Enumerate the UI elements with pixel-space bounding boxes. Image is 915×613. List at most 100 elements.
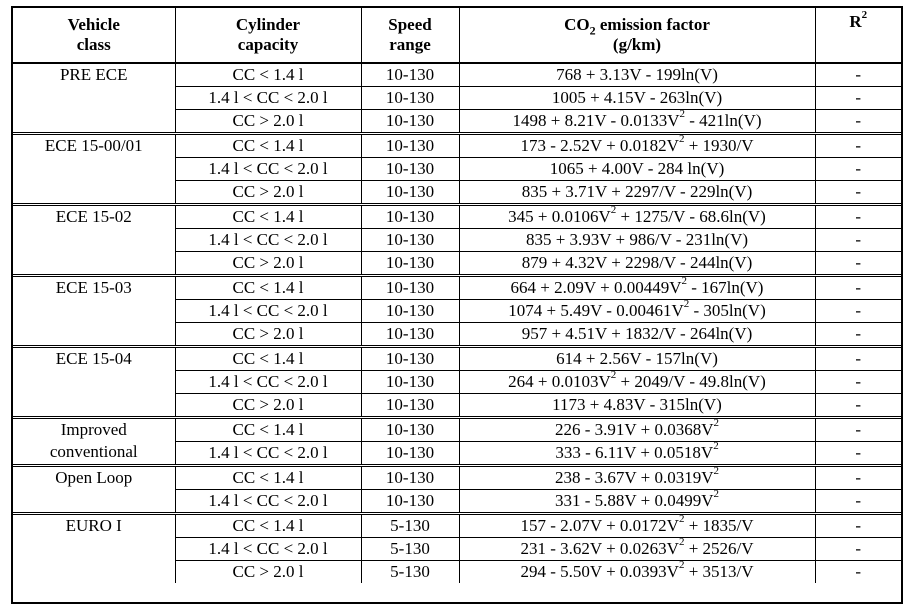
table-row: ECE 15-03 CC < 1.4 l 10-130 664 + 2.09V + 0…	[13, 274, 901, 347]
speed-range-cell: 10-130	[360, 489, 459, 514]
emission-formula-cell: 238 - 3.67V + 0.0319V2	[458, 464, 815, 490]
emission-formula-cell: 331 - 5.88V + 0.0499V2	[458, 488, 815, 514]
emission-formula-cell: 226 - 3.91V + 0.0368V2	[458, 416, 815, 442]
r-squared-cell: -	[814, 537, 901, 561]
formula-exponent: 2	[678, 559, 685, 572]
formula-part: 333 - 6.11V + 0.0518V	[555, 443, 714, 462]
formula-part: 238 - 3.67V + 0.0319V	[555, 468, 714, 487]
speed-range-cell: 10-130	[360, 109, 459, 134]
cylinder-capacity-cell: 1.4 l < CC < 2.0 l	[174, 86, 361, 110]
table-row: 1.4 l < CC < 2.0 l 10-130 331 - 5.88V + 0.…	[13, 488, 901, 514]
emission-formula-cell: 157 - 2.07V + 0.0172V2 + 1835/V	[458, 512, 815, 538]
table-row: 1.4 l < CC < 2.0 l 10-130 1074 + 5.49V - 0…	[13, 299, 901, 323]
emission-formula-cell: 345 + 0.0106V2 + 1275/V - 68.6ln(V)	[458, 203, 815, 229]
formula-part: - 305ln(V)	[689, 301, 766, 320]
cylinder-capacity-cell: 1.4 l < CC < 2.0 l	[174, 228, 361, 252]
table-row: CC > 2.0 l 10-130 1173 + 4.83V - 315ln(V) -	[13, 393, 901, 418]
emission-formula-cell: 835 + 3.71V + 2297/V - 229ln(V)	[458, 180, 815, 205]
formula-exponent: 2	[610, 369, 617, 382]
emission-factor-table-frame: Vehicle class Cylinder capacity Speed range…	[11, 6, 903, 604]
formula-part: 664 + 2.09V + 0.00449V	[510, 278, 682, 297]
formula-part: - 167ln(V)	[686, 278, 764, 297]
table-row: PRE ECE CC < 1.4 l 10-130 768 + 3.13V - 199…	[13, 63, 901, 87]
speed-range-cell: 10-130	[360, 416, 459, 442]
r-squared-cell: -	[814, 203, 901, 229]
speed-range-cell: 10-130	[360, 180, 459, 205]
cylinder-capacity-cell: CC > 2.0 l	[174, 560, 361, 583]
cylinder-capacity-cell: 1.4 l < CC < 2.0 l	[174, 489, 361, 514]
table-row: 1.4 l < CC < 2.0 l 10-130 264 + 0.0103V2 +…	[13, 369, 901, 394]
speed-range-cell: 5-130	[360, 560, 459, 583]
header-vehicle-class: Vehicle class	[13, 8, 175, 64]
r-squared-cell: -	[814, 489, 901, 514]
table-row: CC > 2.0 l 10-130 1498 + 8.21V - 0.0133V2 …	[13, 109, 901, 134]
table-row: CC > 2.0 l 10-130 957 + 4.51V + 1832/V - 2…	[13, 322, 901, 347]
header-co2-emission-factor: CO2 emission factor (g/km)	[458, 8, 815, 64]
r-squared-cell: -	[814, 251, 901, 276]
cylinder-capacity-cell: CC < 1.4 l	[174, 274, 361, 300]
r-squared-cell: -	[814, 441, 901, 466]
formula-part: 331 - 5.88V + 0.0499V	[555, 491, 714, 510]
formula-part: 614 + 2.56V - 157ln(V)	[556, 349, 718, 368]
speed-range-cell: 10-130	[360, 157, 459, 181]
r-squared-cell: -	[814, 274, 901, 300]
table-row: EURO I CC < 1.4 l 5-130 157 - 2.07V + 0.017…	[13, 512, 901, 583]
formula-part: + 1275/V - 68.6ln(V)	[616, 207, 766, 226]
emission-formula-cell: 294 - 5.50V + 0.0393V2 + 3513/V	[458, 559, 815, 583]
speed-range-cell: 10-130	[360, 322, 459, 347]
table-row: ECE 15-00/01 CC < 1.4 l 10-130 173 - 2.52V …	[13, 132, 901, 205]
formula-exponent: 2	[713, 488, 720, 501]
cylinder-capacity-cell: CC < 1.4 l	[174, 203, 361, 229]
r-squared-cell: -	[814, 345, 901, 371]
formula-part: 835 + 3.71V + 2297/V - 229ln(V)	[521, 182, 753, 201]
speed-range-cell: 10-130	[360, 274, 459, 300]
r-squared-cell: -	[814, 464, 901, 490]
formula-exponent: 2	[681, 275, 687, 288]
vehicle-class-cell: ECE 15-00/01	[13, 132, 175, 205]
formula-part: + 2049/V - 49.8ln(V)	[616, 372, 766, 391]
speed-range-cell: 10-130	[360, 203, 459, 229]
formula-exponent: 2	[713, 465, 720, 478]
speed-range-cell: 10-130	[360, 464, 459, 490]
r-squared-cell: -	[814, 180, 901, 205]
r-squared-cell: -	[814, 416, 901, 442]
table-row: 1.4 l < CC < 2.0 l 5-130 231 - 3.62V + 0.0…	[13, 536, 901, 561]
cylinder-capacity-cell: CC < 1.4 l	[174, 416, 361, 442]
cylinder-capacity-cell: CC < 1.4 l	[174, 512, 361, 538]
cylinder-capacity-cell: 1.4 l < CC < 2.0 l	[174, 157, 361, 181]
formula-part: 879 + 4.32V + 2298/V - 244ln(V)	[521, 253, 753, 272]
emission-formula-cell: 264 + 0.0103V2 + 2049/V - 49.8ln(V)	[458, 369, 815, 394]
emission-formula-cell: 1498 + 8.21V - 0.0133V2 - 421ln(V)	[458, 109, 815, 134]
r-squared-cell: -	[814, 86, 901, 110]
cylinder-capacity-cell: 1.4 l < CC < 2.0 l	[174, 370, 361, 394]
table-row: ECE 15-02 CC < 1.4 l 10-130 345 + 0.0106V2 …	[13, 203, 901, 276]
table-row: Open Loop CC < 1.4 l 10-130 238 - 3.67V + 0…	[13, 464, 901, 514]
formula-part: 173 - 2.52V + 0.0182V	[520, 136, 679, 155]
cylinder-capacity-cell: 1.4 l < CC < 2.0 l	[174, 441, 361, 466]
r-squared-cell: -	[814, 157, 901, 181]
formula-part: 1498 + 8.21V - 0.0133V	[512, 111, 680, 130]
vehicle-class-cell: EURO I	[13, 512, 175, 583]
speed-range-cell: 10-130	[360, 441, 459, 466]
cylinder-capacity-cell: CC > 2.0 l	[174, 322, 361, 347]
formula-exponent: 2	[610, 204, 617, 217]
formula-exponent: 2	[678, 513, 685, 526]
co2-emission-factor-table: Vehicle class Cylinder capacity Speed range…	[13, 8, 901, 583]
table-row: ECE 15-04 CC < 1.4 l 10-130 614 + 2.56V - 1…	[13, 345, 901, 418]
table-row: 1.4 l < CC < 2.0 l 10-130 835 + 3.93V + 98…	[13, 228, 901, 252]
speed-range-cell: 10-130	[360, 251, 459, 276]
cylinder-capacity-cell: CC > 2.0 l	[174, 251, 361, 276]
speed-range-cell: 10-130	[360, 228, 459, 252]
formula-part: 345 + 0.0106V	[508, 207, 611, 226]
speed-range-cell: 10-130	[360, 63, 459, 87]
speed-range-cell: 10-130	[360, 393, 459, 418]
speed-range-cell: 10-130	[360, 370, 459, 394]
emission-formula-cell: 664 + 2.09V + 0.00449V2 - 167ln(V)	[458, 274, 815, 300]
table-row: Improved conventional CC < 1.4 l 10-130 226…	[13, 416, 901, 466]
formula-part: 768 + 3.13V - 199ln(V)	[556, 65, 718, 84]
r-squared-cell: -	[814, 299, 901, 323]
emission-formula-cell: 879 + 4.32V + 2298/V - 244ln(V)	[458, 251, 815, 276]
formula-exponent: 2	[678, 536, 685, 549]
speed-range-cell: 10-130	[360, 86, 459, 110]
cylinder-capacity-cell: 1.4 l < CC < 2.0 l	[174, 537, 361, 561]
